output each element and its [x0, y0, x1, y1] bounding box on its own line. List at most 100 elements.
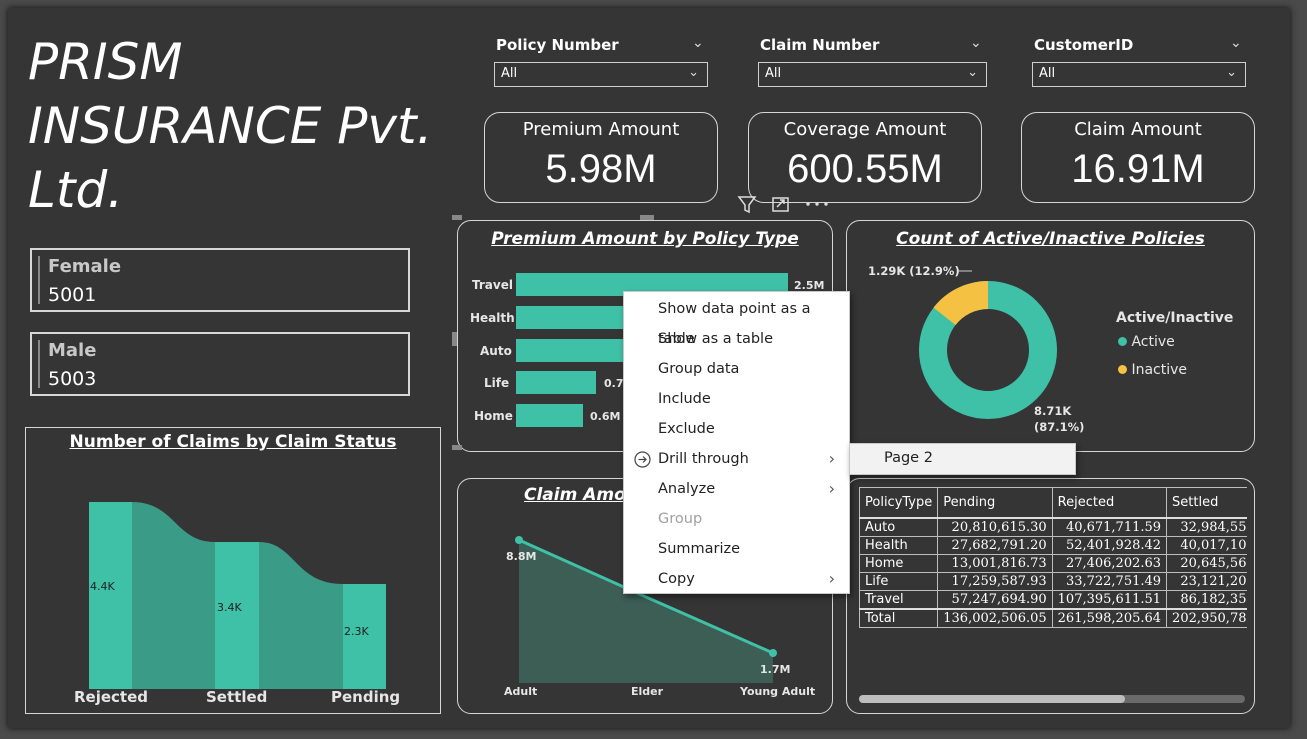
kpi-coverage-amount[interactable]: Coverage Amount 600.55M [748, 112, 982, 203]
female-card[interactable]: Female 5001 [30, 248, 410, 312]
male-card[interactable]: Male 5003 [30, 332, 410, 396]
policy-type-label-life: Life [484, 376, 510, 390]
ribbon-settled-pending [259, 542, 343, 689]
bar-auto[interactable] [516, 339, 656, 362]
menu-item-label: Copy [658, 571, 695, 587]
matrix-cell: Travel [859, 589, 939, 609]
matrix-header-row: PolicyType Pending Rejected Settled [859, 487, 1247, 519]
ribbon-bar-rejected [89, 502, 132, 689]
slicer-claim-number-title: Claim Number [760, 36, 880, 54]
legend-item-active[interactable]: Active [1118, 334, 1175, 350]
menu-item-copy[interactable]: Copy › [624, 564, 849, 594]
menu-item-show-data-point-as-table[interactable]: Show data point as a table [624, 294, 849, 347]
chevron-down-icon: ⌄ [967, 65, 978, 80]
bar-home[interactable] [516, 404, 583, 427]
donut-label-inactive: 1.29K (12.9%) [868, 264, 960, 278]
report-canvas: PRISM INSURANCE Pvt. Ltd. Female 5001 Ma… [8, 8, 1290, 728]
category-label-pending: Pending [331, 688, 401, 706]
kpi-premium-value: 5.98M [545, 147, 657, 191]
menu-item-label: Include [658, 391, 711, 407]
menu-item-label: Summarize [658, 541, 741, 557]
chevron-down-icon[interactable]: ⌄ [970, 35, 982, 51]
matrix-cell: 20,810,615.30 [937, 517, 1053, 537]
x-label-elder: Elder [631, 685, 664, 698]
matrix-header[interactable]: Rejected [1051, 487, 1168, 519]
slicer-customer-id-title: CustomerID [1034, 36, 1134, 54]
table-row[interactable]: Health 27,682,791.20 52,401,928.42 40,01… [859, 535, 1247, 555]
bar-label-home: 0.6M [590, 410, 621, 423]
bar-label-life: 0.7 [604, 377, 624, 390]
ribbon-label-pending: 2.3K [344, 625, 369, 638]
company-title-line2: INSURANCE Pvt. [28, 97, 433, 155]
policy-claims-matrix[interactable]: PolicyType Pending Rejected Settled Auto… [846, 478, 1255, 714]
company-title: PRISM INSURANCE Pvt. Ltd. [28, 30, 432, 222]
matrix-header[interactable]: Pending [937, 487, 1053, 519]
x-label-adult: Adult [504, 685, 538, 698]
policy-type-label-home: Home [474, 409, 513, 423]
menu-item-include[interactable]: Include [624, 384, 849, 414]
premium-bars-svg [452, 215, 654, 450]
matrix-cell: 32,984,55 [1166, 517, 1247, 537]
slicer-policy-number[interactable]: All ⌄ [494, 62, 708, 87]
slicer-customer-id[interactable]: All ⌄ [1032, 62, 1246, 87]
filter-icon[interactable] [736, 194, 836, 216]
menu-item-show-as-table[interactable]: Show as a table [624, 324, 849, 354]
matrix-cell: Auto [859, 517, 939, 537]
matrix-header[interactable]: PolicyType [859, 487, 939, 519]
bar-life[interactable] [516, 371, 596, 394]
matrix-cell: 27,682,791.20 [937, 535, 1053, 555]
kpi-claim-value: 16.91M [1071, 147, 1205, 191]
legend-title: Active/Inactive [1116, 310, 1234, 326]
area-chart-svg [515, 536, 777, 683]
menu-item-summarize[interactable]: Summarize [624, 534, 849, 564]
kpi-premium-amount[interactable]: Premium Amount 5.98M [484, 112, 718, 203]
menu-item-group-data[interactable]: Group data [624, 354, 849, 384]
matrix-cell: 136,002,506.05 [937, 607, 1053, 628]
submenu-item-page-2[interactable]: Page 2 [884, 450, 933, 466]
table-row[interactable]: Travel 57,247,694.90 107,395,611.51 86,1… [859, 589, 1247, 609]
area-fill [519, 540, 773, 683]
matrix-cell: 27,406,202.63 [1051, 553, 1168, 573]
menu-item-label: Exclude [658, 421, 715, 437]
slicer-claim-number[interactable]: All ⌄ [758, 62, 987, 87]
chevron-down-icon[interactable]: ⌄ [692, 35, 704, 51]
selection-handle [452, 332, 457, 346]
ribbon-label-rejected: 4.4K [90, 580, 115, 593]
menu-item-analyze[interactable]: Analyze › [624, 474, 849, 504]
selection-handle [452, 445, 462, 450]
leader-line [958, 270, 972, 272]
matrix-cell: 40,671,711.59 [1051, 517, 1168, 537]
matrix-header[interactable]: Settled [1166, 487, 1247, 519]
table-total-row: Total 136,002,506.05 261,598,205.64 202,… [859, 607, 1247, 628]
category-label-settled: Settled [206, 688, 268, 706]
point-adult [515, 536, 523, 544]
selection-handle [640, 215, 654, 220]
kpi-claim-amount[interactable]: Claim Amount 16.91M [1021, 112, 1255, 203]
chevron-down-icon[interactable]: ⌄ [1230, 35, 1242, 51]
table-row[interactable]: Life 17,259,587.93 33,722,751.49 23,121,… [859, 571, 1247, 591]
menu-item-drill-through[interactable]: Drill through › [624, 444, 849, 474]
table-row[interactable]: Home 13,001,816.73 27,406,202.63 20,645,… [859, 553, 1247, 573]
menu-item-label: Analyze [658, 481, 716, 497]
context-menu: Show data point as a table Show as a tab… [623, 291, 850, 594]
scrollbar-thumb[interactable] [859, 695, 1125, 703]
matrix-cell: 57,247,694.90 [937, 589, 1053, 609]
bar-travel[interactable] [516, 273, 788, 296]
table-row[interactable]: Auto 20,810,615.30 40,671,711.59 32,984,… [859, 517, 1247, 537]
male-label: Male [48, 340, 97, 361]
female-label: Female [48, 256, 122, 277]
matrix-table: PolicyType Pending Rejected Settled Auto… [859, 487, 1247, 628]
donut-slice-inactive [933, 280, 988, 325]
policy-type-label-travel: Travel [472, 278, 513, 292]
active-inactive-title: Count of Active/Inactive Policies [896, 229, 1205, 249]
donut-label-active-pct: (87.1%) [1034, 420, 1085, 434]
premium-by-policy-type-title: Premium Amount by Policy Type [491, 229, 799, 249]
matrix-cell: 13,001,816.73 [937, 553, 1053, 573]
slicer-policy-number-title: Policy Number [496, 36, 619, 54]
horizontal-scrollbar[interactable] [859, 695, 1245, 703]
claims-by-status-chart[interactable]: Number of Claims by Claim Status [25, 427, 441, 714]
menu-item-exclude[interactable]: Exclude [624, 414, 849, 444]
legend-item-inactive[interactable]: Inactive [1118, 362, 1187, 378]
chevron-down-icon: ⌄ [1226, 65, 1237, 80]
category-label-rejected: Rejected [74, 688, 149, 706]
